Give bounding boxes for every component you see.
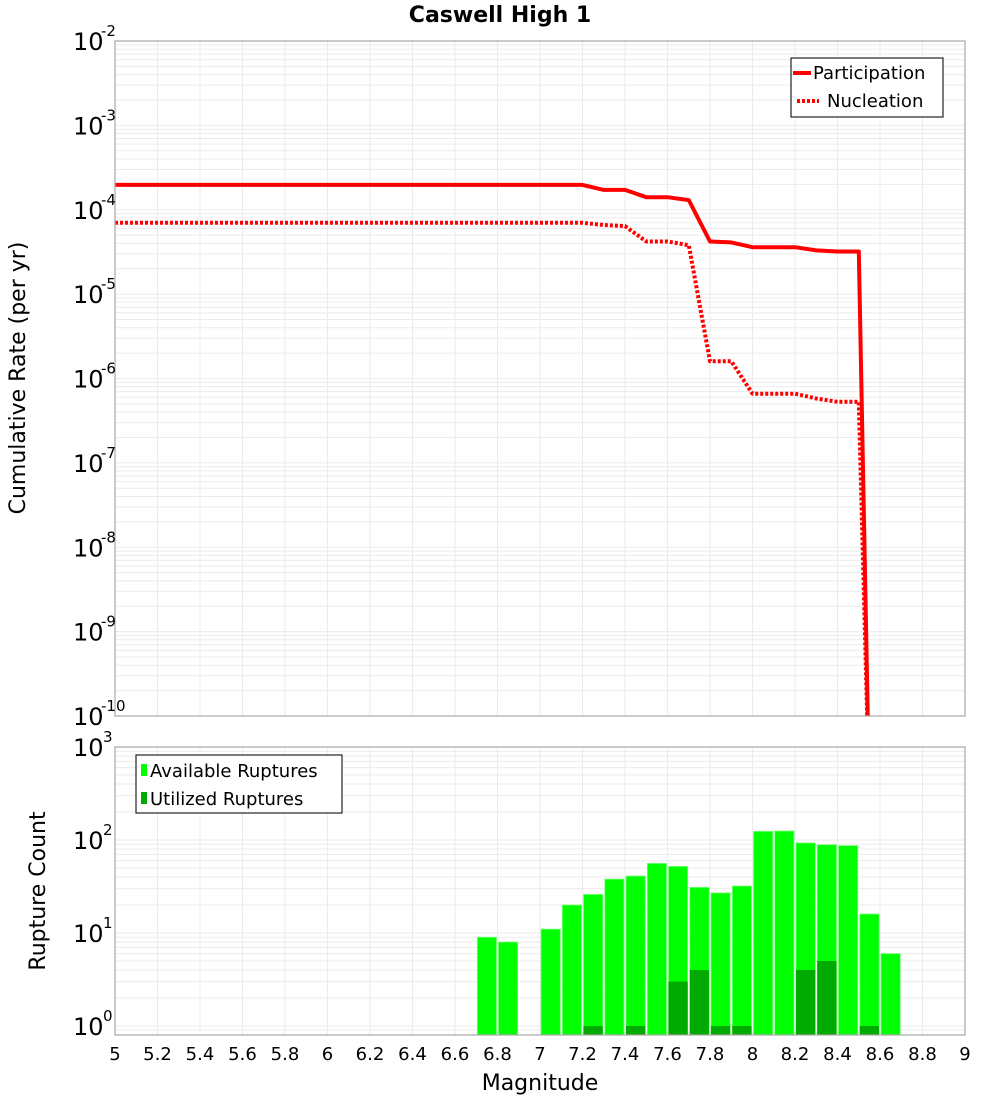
svg-text:6.4: 6.4: [398, 1044, 427, 1065]
upper-legend: Participation Nucleation: [790, 57, 944, 118]
svg-text:10: 10: [73, 619, 104, 647]
svg-text:10: 10: [73, 450, 104, 478]
svg-text:6.6: 6.6: [441, 1044, 470, 1065]
svg-text:10: 10: [73, 734, 104, 762]
svg-text:10: 10: [73, 112, 104, 140]
svg-text:7.6: 7.6: [653, 1044, 682, 1065]
legend-label-nucleation: Nucleation: [827, 91, 923, 112]
bar-available: [540, 928, 561, 1036]
svg-text:6.2: 6.2: [356, 1044, 385, 1065]
legend-available-swatch-icon: [141, 764, 147, 776]
bar-utilized: [689, 970, 710, 1035]
svg-text:5.4: 5.4: [186, 1044, 215, 1065]
bar-available: [476, 936, 497, 1036]
legend-label-participation: Participation: [813, 63, 925, 84]
svg-text:10: 10: [73, 1013, 104, 1041]
svg-text:10: 10: [73, 703, 104, 731]
upper-series-lines: [115, 182, 870, 716]
svg-text:8: 8: [747, 1044, 758, 1065]
svg-text:7.4: 7.4: [611, 1044, 640, 1065]
svg-text:6.8: 6.8: [483, 1044, 512, 1065]
legend-label-available: Available Ruptures: [150, 761, 318, 782]
svg-text:-2: -2: [101, 22, 116, 40]
lower-legend: Available Ruptures Utilized Ruptures: [135, 754, 343, 814]
upper-gridlines: [115, 41, 966, 716]
svg-text:10: 10: [73, 281, 104, 309]
svg-text:5.8: 5.8: [271, 1044, 300, 1065]
bar-available: [498, 941, 519, 1036]
bar-available: [710, 892, 731, 1036]
legend-label-utilized: Utilized Ruptures: [150, 789, 303, 810]
bar-available: [774, 830, 795, 1036]
svg-text:10: 10: [73, 827, 104, 855]
svg-text:-6: -6: [101, 360, 116, 378]
bar-utilized: [817, 961, 837, 1035]
lower-y-axis-title: Rupture Count: [26, 811, 51, 971]
svg-text:10: 10: [73, 28, 104, 56]
bar-available: [838, 845, 859, 1036]
bar-utilized: [711, 1026, 731, 1035]
svg-text:-4: -4: [101, 191, 116, 209]
svg-text:10: 10: [73, 197, 104, 225]
svg-text:7.8: 7.8: [696, 1044, 725, 1065]
svg-text:1: 1: [103, 914, 113, 932]
svg-text:6: 6: [322, 1044, 333, 1065]
lower-bars: [476, 830, 901, 1036]
svg-text:10: 10: [73, 366, 104, 394]
lower-plot-border: [114, 746, 966, 1036]
series-line-participation: [115, 182, 870, 716]
svg-text:8.2: 8.2: [781, 1044, 810, 1065]
svg-text:8.6: 8.6: [866, 1044, 895, 1065]
svg-text:-9: -9: [101, 613, 116, 631]
svg-text:10: 10: [73, 534, 104, 562]
svg-text:9: 9: [959, 1044, 970, 1065]
svg-text:-3: -3: [101, 106, 116, 124]
bar-available: [625, 875, 646, 1036]
svg-text:5.6: 5.6: [228, 1044, 257, 1065]
bar-utilized: [796, 970, 816, 1035]
svg-text:8.8: 8.8: [908, 1044, 937, 1065]
x-axis-title: Magnitude: [482, 1071, 599, 1096]
svg-text:-8: -8: [101, 528, 116, 546]
svg-text:-10: -10: [101, 697, 126, 715]
svg-text:5.2: 5.2: [143, 1044, 172, 1065]
svg-text:10: 10: [73, 920, 104, 948]
svg-text:0: 0: [103, 1007, 113, 1025]
upper-y-tick-labels: 10-210-310-410-510-610-710-810-910-10: [73, 22, 126, 731]
upper-y-axis-title: Cumulative Rate (per yr): [6, 242, 31, 515]
bar-available: [561, 904, 582, 1036]
bar-available: [753, 830, 774, 1036]
bar-utilized: [732, 1026, 752, 1035]
x-tick-labels: 5 5.2 5.4 5.6 5.8 6 6.2 6.4 6.6 6.8 7 7.2 7.4 7.6 7.8 8…: [109, 1044, 970, 1065]
bar-available: [859, 913, 880, 1036]
bar-available: [583, 894, 604, 1036]
bar-available: [880, 953, 901, 1036]
bar-utilized: [626, 1026, 646, 1035]
bar-available: [604, 878, 625, 1036]
upper-plot-border: [114, 40, 966, 717]
svg-text:3: 3: [103, 728, 113, 746]
svg-text:2: 2: [103, 821, 113, 839]
chart-title: Caswell High 1: [409, 3, 591, 28]
bar-utilized: [583, 1026, 603, 1035]
svg-text:5: 5: [109, 1044, 120, 1065]
svg-text:7.2: 7.2: [568, 1044, 597, 1065]
bar-available: [731, 885, 752, 1036]
svg-text:-7: -7: [101, 444, 116, 462]
bar-utilized: [668, 981, 688, 1035]
svg-text:8.4: 8.4: [823, 1044, 852, 1065]
bar-available: [646, 863, 667, 1036]
bar-utilized: [859, 1026, 880, 1035]
svg-text:-5: -5: [101, 275, 116, 293]
legend-utilized-swatch-icon: [141, 792, 147, 804]
svg-text:7: 7: [534, 1044, 545, 1065]
upper-plot-area: 10-210-310-410-510-610-710-810-910-10 Pa…: [73, 22, 966, 731]
series-line-nucleation: [115, 220, 870, 716]
